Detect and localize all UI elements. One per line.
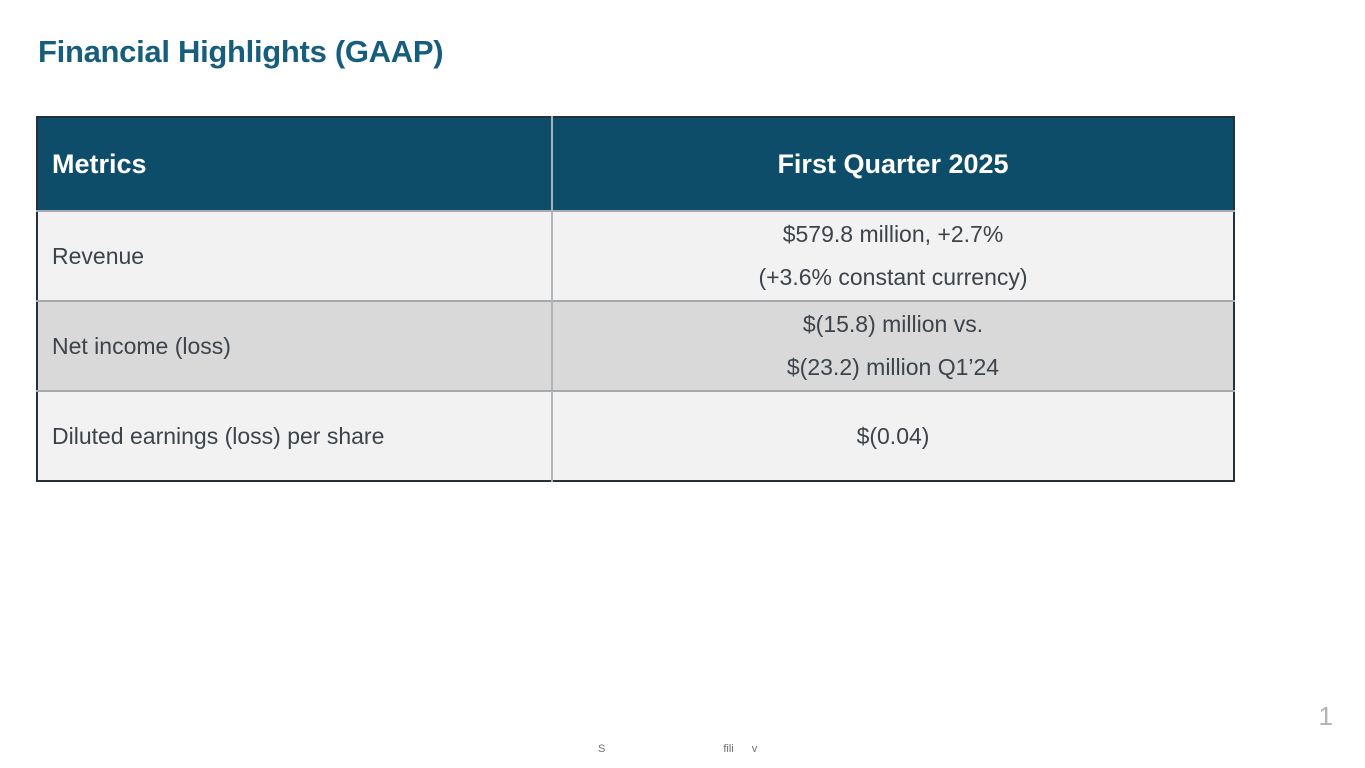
metric-label-diluted-eps: Diluted earnings (loss) per share <box>37 390 553 481</box>
value-line-1: $(15.8) million vs. <box>802 311 984 338</box>
value-line-1: $579.8 million, +2.7% <box>782 221 1004 248</box>
slide-title: Financial Highlights (GAAP) <box>38 34 444 69</box>
column-header-metrics: Metrics <box>37 117 553 211</box>
metric-value-revenue: $579.8 million, +2.7% (+3.6% constant cu… <box>552 210 1234 301</box>
table-row-net-income: Net income (loss) $(15.8) million vs. $(… <box>37 300 1234 391</box>
footer-fragment: S <box>598 743 606 752</box>
table-row-diluted-eps: Diluted earnings (loss) per share $(0.04… <box>37 390 1234 481</box>
value-line-1: $(0.04) <box>856 422 930 449</box>
footer-fragment: y <box>751 743 758 752</box>
metric-label-revenue: Revenue <box>37 210 553 301</box>
metric-label-net-income: Net income (loss) <box>37 300 553 391</box>
footer-fragment: fili <box>723 743 734 752</box>
table-row-revenue: Revenue $579.8 million, +2.7% (+3.6% con… <box>37 210 1234 301</box>
column-header-first-quarter-2025: First Quarter 2025 <box>552 117 1234 211</box>
metric-value-diluted-eps: $(0.04) <box>552 390 1234 481</box>
value-line-2: $(23.2) million Q1’24 <box>786 354 1000 380</box>
page-number: 1 <box>1318 701 1333 731</box>
table-header-row: Metrics First Quarter 2025 <box>37 117 1234 211</box>
metric-value-net-income: $(15.8) million vs. $(23.2) million Q1’2… <box>552 300 1234 391</box>
financial-highlights-table: Metrics First Quarter 2025 Revenue $579.… <box>36 116 1235 482</box>
value-line-2: (+3.6% constant currency) <box>758 264 1028 290</box>
